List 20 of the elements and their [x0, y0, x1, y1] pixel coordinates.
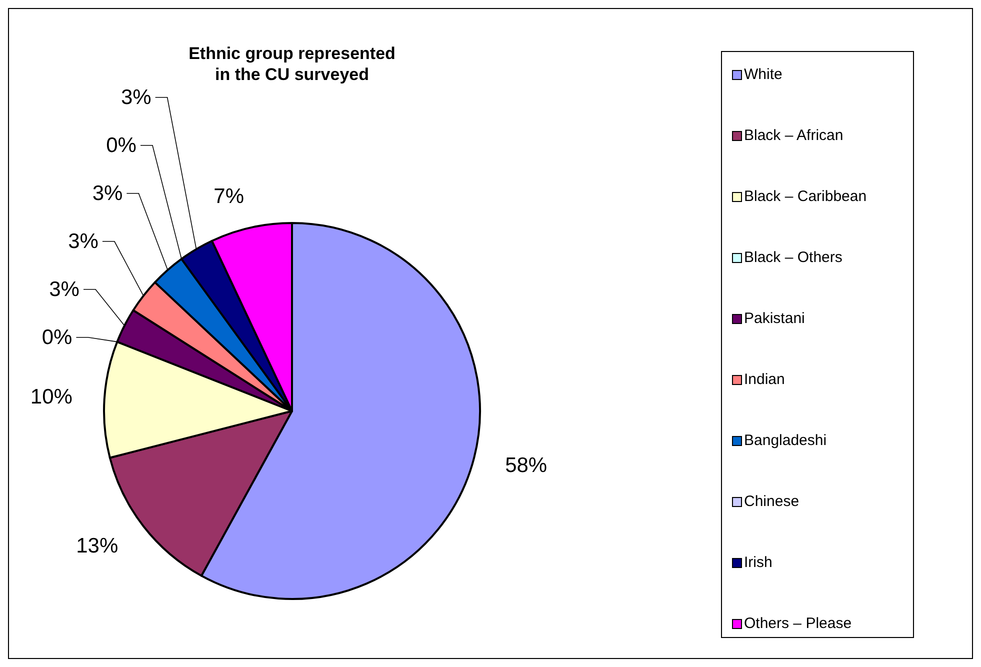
legend-label: Irish	[744, 554, 772, 571]
legend-label: Bangladeshi	[744, 432, 827, 449]
slice-label: 10%	[30, 386, 72, 409]
legend-label: Black – Caribbean	[744, 188, 867, 205]
legend-label: Indian	[744, 371, 785, 388]
slice-label: 0%	[42, 326, 118, 349]
slice-label: 13%	[76, 534, 118, 558]
slice-label: 58%	[505, 454, 548, 478]
legend-label: Chinese	[744, 493, 800, 510]
legend-label: White	[744, 66, 782, 83]
slice-label: 3%	[49, 278, 125, 326]
legend-label: Pakistani	[744, 310, 805, 327]
legend-label: Black – Others	[744, 249, 842, 266]
data-label: 3%	[49, 278, 80, 301]
slice-label: 7%	[214, 184, 244, 208]
legend-label: Black – African	[744, 127, 844, 144]
data-label: 3%	[120, 86, 152, 109]
legend-label: Others – Please	[744, 615, 852, 632]
data-label: 3%	[92, 182, 123, 205]
chart-title: Ethnic group represented in the CU surveyed	[188, 43, 396, 85]
